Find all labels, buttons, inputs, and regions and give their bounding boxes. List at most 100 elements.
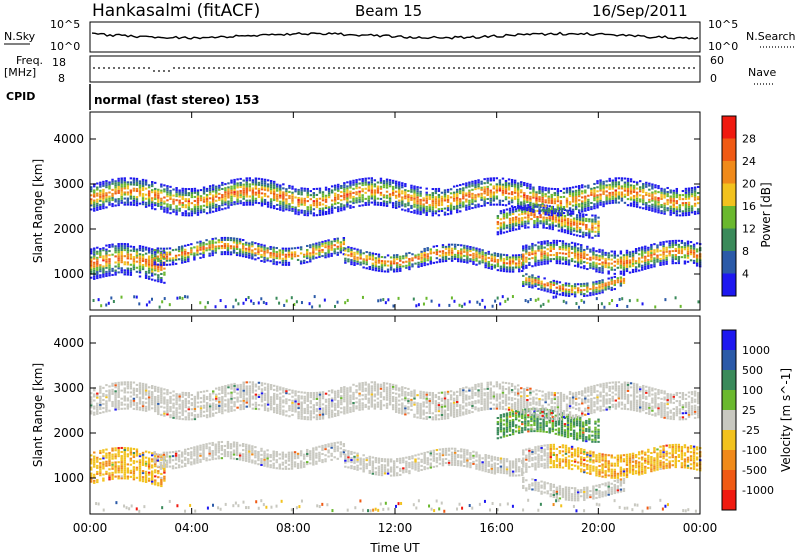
data-cell [532, 192, 535, 195]
data-cell [352, 183, 355, 186]
data-cell [233, 191, 236, 194]
data-cell [382, 186, 386, 189]
data-cell [175, 205, 178, 208]
data-cell [266, 187, 270, 190]
data-cell [471, 200, 474, 203]
data-cell [236, 200, 239, 203]
data-cell [196, 191, 200, 194]
data-cell [555, 280, 559, 283]
colorbar-swatch [722, 161, 736, 184]
data-cell [208, 240, 211, 243]
data-cell [165, 247, 169, 250]
data-cell [518, 254, 521, 257]
data-cell [129, 271, 133, 274]
data-cell [117, 257, 120, 260]
data-cell [232, 453, 236, 456]
data-cell [548, 219, 551, 222]
data-cell [690, 195, 694, 198]
data-cell [566, 226, 570, 229]
data-cell [160, 279, 163, 282]
data-cell [425, 205, 428, 208]
data-cell [573, 283, 577, 286]
data-cell [629, 184, 633, 187]
data-cell [429, 258, 432, 261]
data-cell [410, 198, 413, 201]
data-cell [656, 258, 659, 261]
data-cell [190, 196, 194, 199]
data-cell [276, 203, 279, 206]
data-cell [441, 246, 445, 249]
data-cell [162, 461, 166, 464]
data-cell [120, 242, 123, 245]
data-cell [617, 201, 621, 204]
data-cell [300, 187, 303, 190]
data-cell [168, 247, 172, 250]
data-cell [492, 193, 495, 196]
data-cell [214, 447, 217, 450]
data-cell [587, 206, 590, 209]
data-cell [431, 194, 434, 197]
data-cell [575, 302, 578, 306]
data-cell [138, 180, 142, 183]
data-cell [349, 190, 352, 193]
data-cell [548, 205, 551, 208]
data-cell [365, 267, 368, 270]
data-cell [693, 196, 697, 199]
data-cell [502, 211, 506, 214]
data-cell [99, 203, 102, 206]
data-cell [144, 258, 148, 261]
data-cell [457, 252, 460, 255]
data-cell [254, 191, 258, 194]
data-cell [631, 260, 635, 263]
data-cell [269, 184, 273, 187]
data-cell [178, 209, 181, 212]
data-cell [600, 302, 603, 306]
data-cell [576, 249, 580, 252]
data-cell [166, 189, 169, 192]
data-cell [120, 181, 123, 184]
data-cell [193, 452, 196, 455]
data-cell [538, 204, 541, 207]
data-cell [123, 449, 126, 452]
data-cell [226, 451, 230, 454]
data-cell [540, 253, 543, 256]
data-cell [126, 193, 129, 196]
data-cell [480, 180, 483, 183]
velocity-data-cells [90, 381, 702, 513]
data-cell [486, 197, 489, 201]
data-cell [299, 246, 303, 249]
data-cell [573, 254, 577, 257]
data-cell [151, 185, 154, 188]
data-cell [471, 180, 474, 183]
data-cell [586, 284, 589, 287]
data-cell [642, 203, 645, 206]
data-cell [666, 193, 669, 196]
data-cell [324, 212, 328, 216]
data-cell [126, 449, 129, 452]
data-cell [446, 205, 450, 208]
data-cell [657, 203, 660, 206]
nsearch-tick-top: 10^5 [708, 18, 738, 31]
data-cell [157, 472, 160, 475]
data-cell [656, 260, 659, 263]
data-cell [340, 207, 343, 210]
data-cell [272, 262, 275, 265]
data-cell [496, 233, 500, 236]
data-cell [224, 199, 227, 202]
data-cell [626, 179, 630, 182]
data-cell [611, 193, 614, 196]
data-cell [349, 196, 352, 199]
data-cell [214, 451, 217, 454]
data-cell [486, 202, 489, 205]
data-cell [550, 197, 553, 200]
data-cell [138, 247, 142, 250]
data-cell [653, 257, 656, 260]
data-cell [425, 187, 428, 190]
data-cell [120, 195, 123, 198]
data-cell [205, 193, 209, 196]
data-cell [162, 255, 166, 258]
data-cell [478, 252, 481, 255]
data-cell [260, 202, 264, 205]
data-cell [296, 246, 300, 249]
data-cell [242, 189, 245, 192]
